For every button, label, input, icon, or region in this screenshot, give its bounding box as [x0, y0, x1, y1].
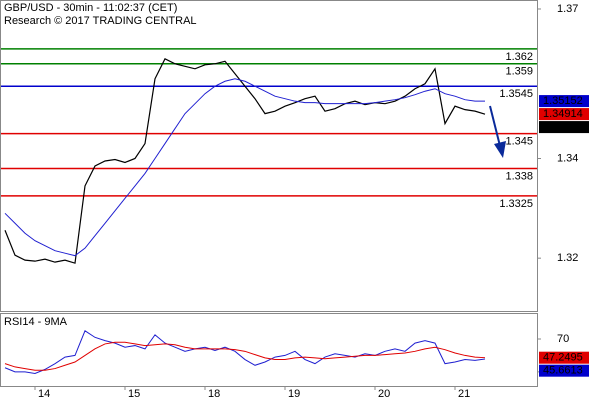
- level-label: 1.3545: [499, 88, 533, 100]
- x-tick-label: 15: [128, 388, 140, 400]
- forecast-arrow: [489, 105, 501, 147]
- rsi-title: RSI14 - 9MA: [4, 316, 68, 328]
- x-tick-label: 14: [38, 388, 50, 400]
- chart-title: GBP/USD - 30min - 11:02:37 (CET): [4, 2, 177, 14]
- x-tick-label: 20: [378, 388, 390, 400]
- y-tick-label: 1.34: [557, 152, 578, 164]
- price-box-label: 47.2495: [543, 352, 583, 364]
- series-line: [4, 330, 486, 375]
- x-tick-label: 19: [288, 388, 300, 400]
- level-label: 1.359: [505, 66, 533, 78]
- price-box: [539, 121, 589, 134]
- series-line: [4, 78, 485, 257]
- price-box: [539, 351, 589, 364]
- price-box-label: 1.3489: [543, 121, 577, 133]
- x-tick-label: 18: [208, 388, 220, 400]
- y-tick-label: 1.32: [557, 252, 578, 264]
- price-box-label: 45.6613: [543, 365, 583, 377]
- chart-subtitle: Research © 2017 TRADING CENTRAL: [4, 15, 197, 27]
- level-label: 1.362: [505, 51, 533, 63]
- x-tick-label: 21: [458, 388, 470, 400]
- price-box-label: 1.35152: [543, 95, 583, 107]
- price-box-label: 1.34914: [543, 108, 583, 120]
- series-line: [4, 341, 486, 371]
- price-box: [539, 364, 589, 377]
- price-panel: [0, 0, 538, 312]
- rsi-panel: [0, 313, 538, 387]
- series-line: [4, 58, 486, 264]
- price-box: [539, 95, 589, 108]
- level-label: 1.338: [505, 170, 533, 182]
- level-label: 1.3325: [499, 198, 533, 210]
- forecast-arrow-head: [494, 141, 506, 158]
- y-tick-label: 70: [557, 333, 569, 345]
- price-box: [539, 108, 589, 121]
- y-tick-label: 1.37: [557, 3, 578, 15]
- level-label: 1.345: [505, 135, 533, 147]
